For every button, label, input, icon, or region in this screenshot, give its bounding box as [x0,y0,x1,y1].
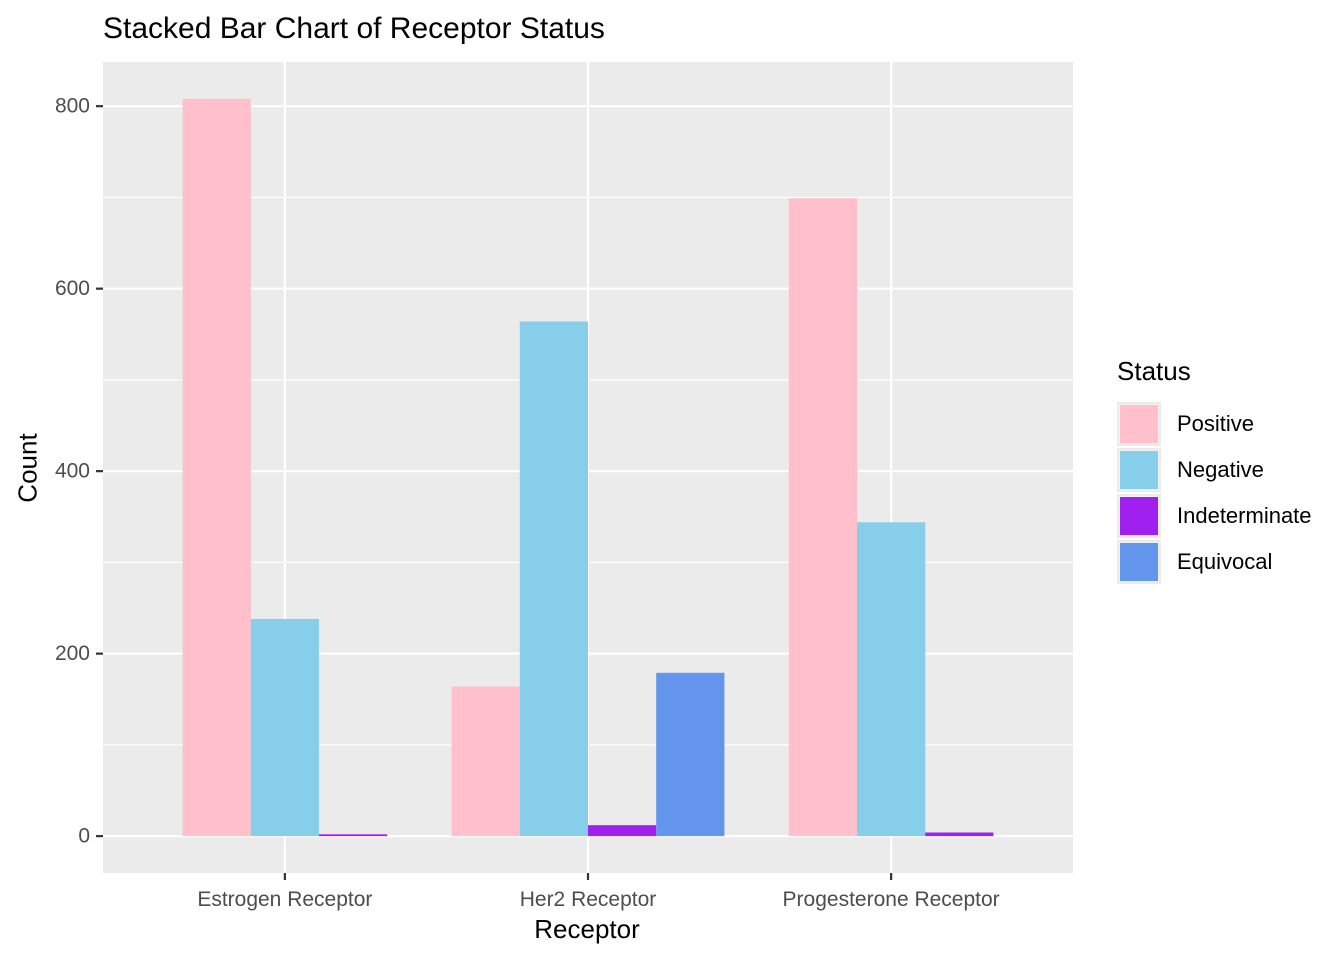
legend-label: Indeterminate [1177,503,1312,528]
legend-swatch [1117,540,1161,584]
legend-swatch-fill [1120,451,1158,489]
y-tick-label: 600 [55,277,90,300]
x-tick-label: Her2 Receptor [520,888,657,911]
legend-title: Status [1117,356,1191,386]
x-axis-label: Receptor [534,914,640,944]
legend-item-equivocal: Equivocal [1117,539,1312,585]
bar-negative-estrogen-receptor [250,618,319,837]
y-axis-label: Count [12,433,43,503]
legend-swatch-fill [1120,497,1158,535]
bar-positive-progesterone-receptor [788,198,858,837]
y-tick-label: 800 [55,95,90,118]
y-tick-label: 0 [78,825,90,848]
legend-swatch [1117,494,1161,538]
y-tick-label: 400 [55,460,90,483]
chart-title: Stacked Bar Chart of Receptor Status [103,12,605,45]
bar-positive-estrogen-receptor [182,98,251,837]
legend-item-indeterminate: Indeterminate [1117,493,1312,539]
bar-positive-her2-receptor [451,686,520,837]
bar-indeterminate-her2-receptor [588,825,657,837]
legend-item-negative: Negative [1117,447,1312,493]
legend-label: Positive [1177,411,1255,436]
legend-swatch [1117,402,1161,446]
bar-negative-progesterone-receptor [857,522,926,837]
bar-negative-her2-receptor [519,321,588,837]
x-tick-label: Progesterone Receptor [783,888,1000,911]
legend-swatch-fill [1120,405,1158,443]
legend: Status Positive Negative Indeterminate Equi… [1117,356,1312,585]
bar-indeterminate-estrogen-receptor [318,834,388,837]
legend-item-positive: Positive [1117,401,1312,447]
bar-equivocal-her2-receptor [656,672,725,837]
y-tick-label: 200 [55,642,90,665]
bar-indeterminate-progesterone-receptor [925,832,994,837]
legend-swatch [1117,448,1161,492]
legend-label: Negative [1177,457,1264,482]
legend-label: Equivocal [1177,549,1273,574]
x-tick-label: Estrogen Receptor [197,888,372,911]
legend-swatch-fill [1120,543,1158,581]
